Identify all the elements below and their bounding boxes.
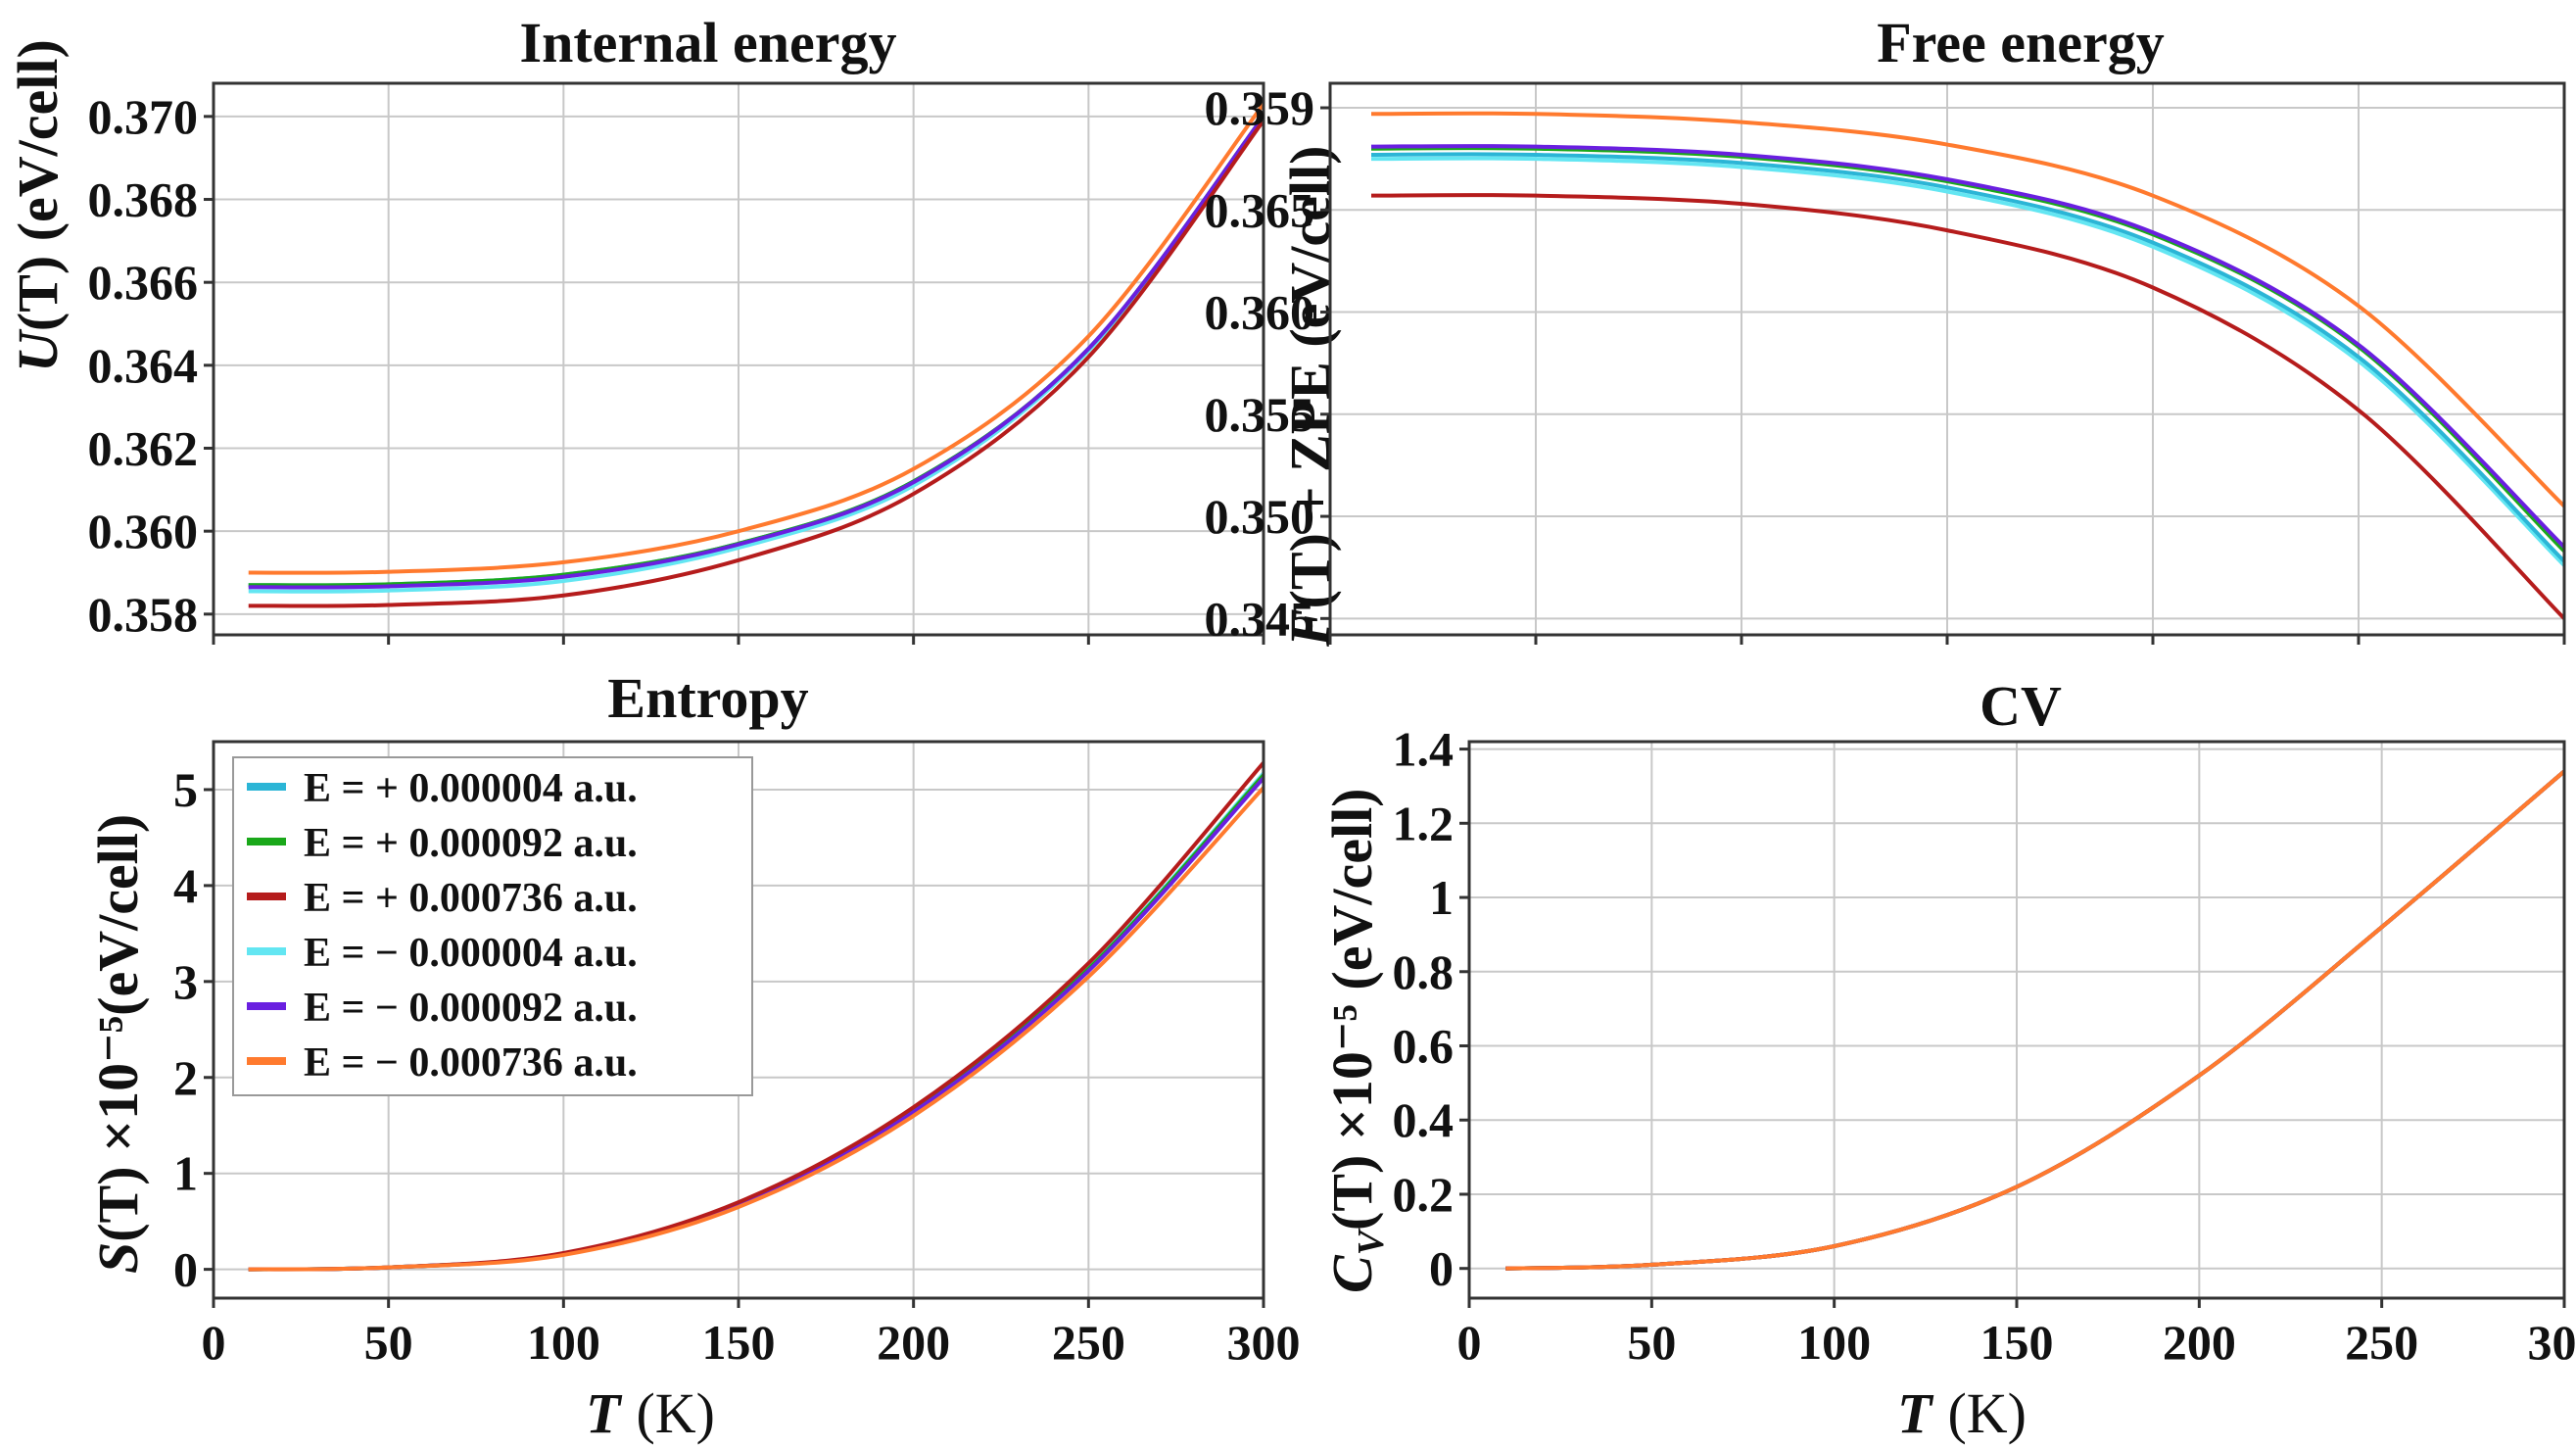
ylabel-var: C [1320, 1254, 1384, 1293]
ylabel-var: S [86, 1242, 150, 1274]
x-tick-label: 200 [2163, 1315, 2236, 1370]
ylabel-text: (T) ×10⁻⁵ (eV/cell) [1320, 788, 1384, 1230]
y-tick-label: 1.2 [1393, 796, 1455, 850]
legend-label: E = − 0.000736 a.u. [304, 1040, 638, 1086]
series-line [248, 786, 1265, 1272]
ylabel-entropy: S(T) ×10⁻⁵(eV/cell) [86, 814, 150, 1274]
axes-frame [1467, 740, 2566, 1300]
plot-free-energy: 0.345 0.350 0.355 0.360 0.365 0.359 [1205, 80, 2566, 646]
ylabel-var: U [6, 328, 70, 372]
x-tick-label: 0 [1457, 1315, 1482, 1370]
y-tick-label: 0.355 [1205, 387, 1315, 442]
x-tick-label: 200 [877, 1315, 950, 1370]
x-tick-label: 50 [364, 1315, 413, 1370]
legend-label: E = + 0.000092 a.u. [304, 821, 638, 866]
x-tick-label: 150 [1980, 1315, 2054, 1370]
y-tick-label: 0 [173, 1242, 198, 1297]
legend-label: E = + 0.000736 a.u. [304, 876, 638, 921]
y-tick-label: 0.8 [1393, 944, 1455, 999]
axes-frame [212, 81, 1265, 637]
y-tick-label: 0.4 [1393, 1092, 1455, 1147]
xlabel-unit: (K) [1947, 1381, 2027, 1445]
series-line [1370, 146, 2566, 553]
plot-internal-energy: 0.358 0.360 0.362 0.364 0.366 0.368 0.370 [88, 81, 1265, 645]
y-tick-label: 0.365 [1205, 182, 1315, 237]
series-line [248, 115, 1265, 588]
y-tick-label: 3 [173, 954, 198, 1009]
ylabel-text: (T) ×10⁻⁵(eV/cell) [86, 814, 150, 1242]
y-tick-label: 0.360 [88, 504, 199, 558]
ylabel-text: (T) (eV/cell) [6, 39, 70, 331]
series-line [1370, 152, 2566, 563]
xlabel-cv: T (K) [1897, 1381, 2027, 1445]
y-tick-label: 1.4 [1393, 722, 1455, 777]
xlabel-unit: (K) [636, 1381, 715, 1445]
ylabel-internal-energy: U(T) (eV/cell) [6, 39, 70, 372]
panel-title-entropy: Entropy [607, 666, 808, 730]
x-tick-label: 300 [2528, 1315, 2576, 1370]
panel-title-internal-energy: Internal energy [520, 11, 897, 74]
axes-frame [1328, 81, 2566, 637]
series-line [1505, 769, 2566, 1271]
y-tick-label: 0.370 [88, 89, 199, 144]
x-tick-label: 0 [202, 1315, 226, 1370]
y-tick-label: 4 [173, 858, 198, 913]
plot-cv: 0 50 100 150 200 250 300 0 0.2 0.4 0.6 0.8 1 1.2 1.4 [1393, 722, 2576, 1370]
y-tick-label: 1 [1429, 870, 1454, 925]
series-line [1370, 156, 2566, 567]
y-tick-label: 0.6 [1393, 1019, 1455, 1074]
series-line [1370, 111, 2566, 508]
y-tick-label: 0.359 [1205, 80, 1315, 135]
y-tick-label: 0.350 [1205, 489, 1315, 544]
series-line [248, 119, 1265, 608]
series-line [248, 115, 1265, 590]
x-tick-label: 300 [1227, 1315, 1301, 1370]
xlabel-var: T [1897, 1381, 1934, 1445]
legend-label: E = − 0.000092 a.u. [304, 986, 638, 1031]
legend-label: E = − 0.000004 a.u. [304, 931, 638, 976]
series-line [1370, 193, 2566, 620]
y-tick-label: 0.2 [1393, 1167, 1455, 1222]
y-tick-label: 0.358 [88, 587, 199, 642]
axes-frame [212, 740, 1265, 1300]
x-tick-label: 250 [1052, 1315, 1125, 1370]
y-tick-label: 0.364 [88, 338, 199, 393]
y-tick-label: 0.360 [1205, 285, 1315, 340]
ylabel-cv: CV(T) ×10⁻⁵ (eV/cell) [1320, 788, 1392, 1293]
x-tick-label: 150 [702, 1315, 776, 1370]
series-line [248, 102, 1265, 575]
ylabel-sub: V [1351, 1228, 1392, 1255]
legend-box [232, 756, 753, 1096]
y-tick-label: 2 [173, 1050, 198, 1105]
x-tick-label: 100 [1797, 1315, 1871, 1370]
series-line [1370, 144, 2566, 549]
xlabel-var: T [586, 1381, 623, 1445]
x-tick-label: 100 [527, 1315, 600, 1370]
y-tick-label: 0 [1429, 1241, 1454, 1296]
x-tick-label: 250 [2345, 1315, 2418, 1370]
series-line [248, 115, 1265, 588]
panel-title-cv: CV [1980, 674, 2062, 738]
y-tick-label: 5 [173, 762, 198, 817]
y-tick-label: 0.345 [1205, 591, 1315, 646]
legend-label: E = + 0.000004 a.u. [304, 766, 638, 811]
series-line [248, 117, 1265, 594]
legend: E = + 0.000004 a.u. E = + 0.000092 a.u. E … [232, 756, 753, 1096]
xlabel-entropy: T (K) [586, 1381, 715, 1445]
y-tick-label: 1 [173, 1146, 198, 1201]
panel-title-free-energy: Free energy [1877, 11, 2165, 74]
y-tick-label: 0.362 [88, 421, 199, 476]
y-tick-label: 0.366 [88, 255, 199, 310]
y-tick-label: 0.368 [88, 172, 199, 227]
x-tick-label: 50 [1627, 1315, 1676, 1370]
